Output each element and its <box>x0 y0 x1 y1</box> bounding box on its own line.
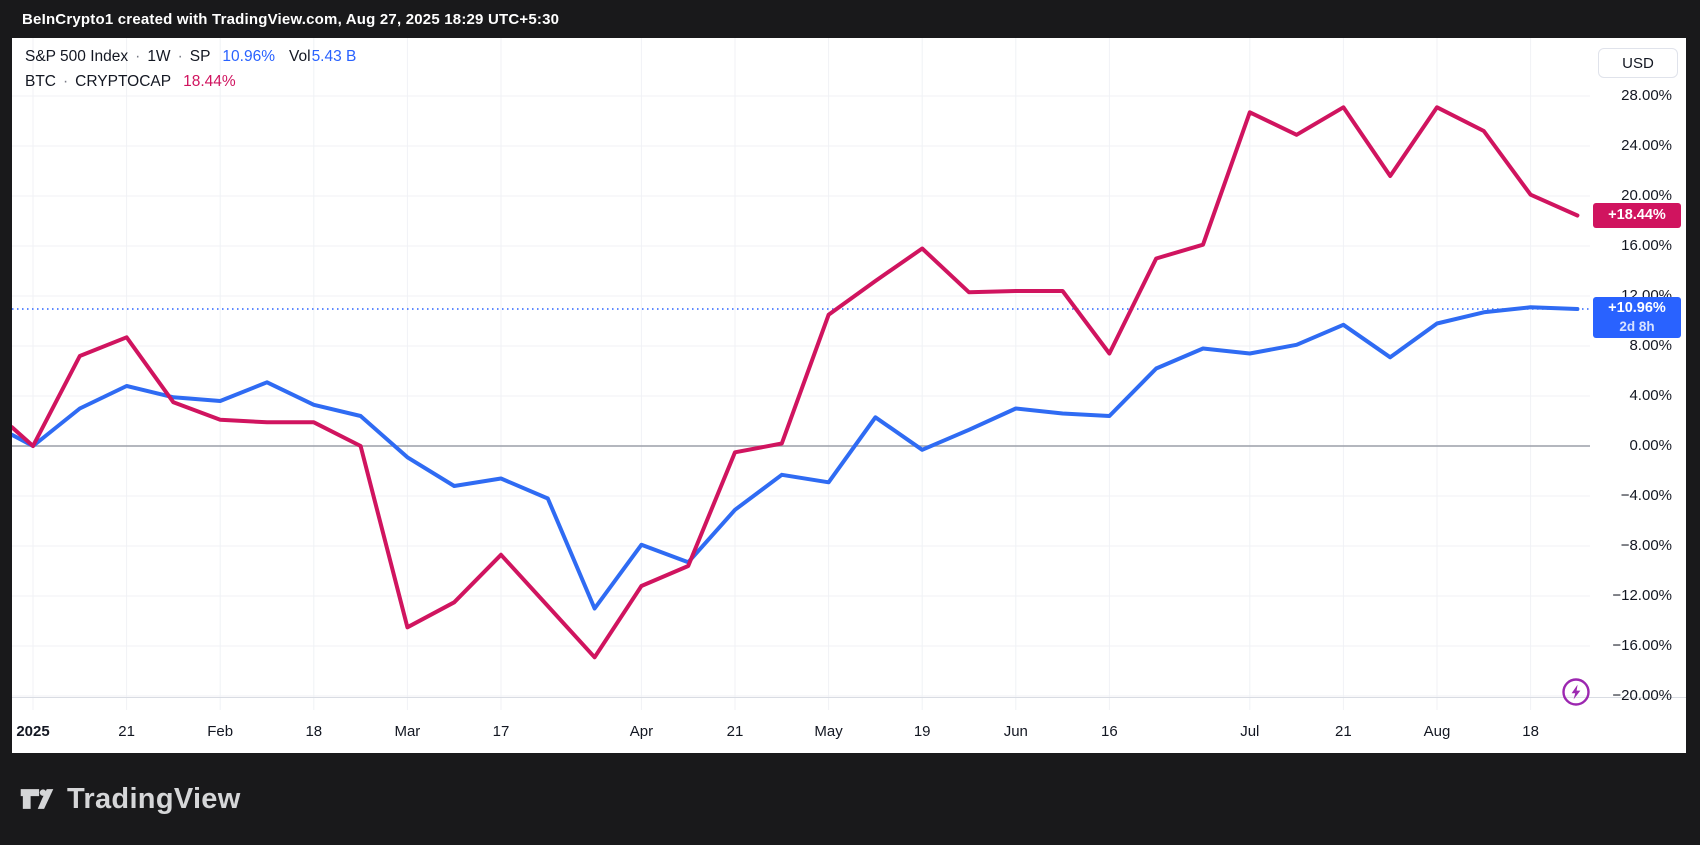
btc-price-badge-value: +18.44% <box>1608 207 1666 223</box>
tradingview-logo[interactable]: TradingView <box>20 783 241 816</box>
attribution-title: BeInCrypto1 created with TradingView.com… <box>22 10 560 28</box>
sp500-symbol-label: S&P 500 Index <box>25 48 129 65</box>
price-axis-label: −4.00% <box>1620 487 1672 504</box>
footer-bar: TradingView <box>0 753 1700 845</box>
price-axis-label: 24.00% <box>1621 137 1672 154</box>
price-axis-label: −8.00% <box>1620 537 1672 554</box>
price-axis-label: 20.00% <box>1621 187 1672 204</box>
sp500-exchange-label: SP <box>189 48 211 65</box>
attribution-bar: BeInCrypto1 created with TradingView.com… <box>0 0 1700 38</box>
price-axis-label: −20.00% <box>1612 687 1672 704</box>
sp500-change-value: 10.96% <box>222 48 275 65</box>
time-axis-label: 16 <box>1101 723 1118 740</box>
btc-symbol-label: BTC <box>25 73 56 90</box>
btc-line <box>12 105 1580 660</box>
sp500-bar-countdown: 2d 8h <box>1619 319 1655 334</box>
chart-panel: S&P 500 Index · 1W · SP 10.96% Vol 5.43 … <box>12 38 1686 753</box>
time-axis-label: 2025 <box>16 723 50 740</box>
time-axis-label: 21 <box>1335 723 1352 740</box>
sp500-line <box>12 305 1580 611</box>
time-axis-label: 21 <box>118 723 135 740</box>
sp500-volume-value: 5.43 B <box>311 48 357 65</box>
legend-row-sp500[interactable]: S&P 500 Index · 1W · SP 10.96% Vol 5.43 … <box>25 48 356 73</box>
time-axis-label: 18 <box>305 723 323 740</box>
time-axis-label: 21 <box>726 723 744 740</box>
sp500-interval-label: 1W <box>147 48 171 65</box>
sp500-volume-label: Vol <box>289 48 311 65</box>
currency-usd-label: USD <box>1622 54 1654 72</box>
price-axis-label: 16.00% <box>1621 237 1672 254</box>
sp500-price-badge-value: +10.96% <box>1608 300 1666 316</box>
time-axis-label: 19 <box>913 723 931 740</box>
tradingview-logo-text: TradingView <box>67 782 241 815</box>
currency-usd-button[interactable]: USD <box>1598 48 1678 78</box>
time-axis-label: 18 <box>1522 723 1539 740</box>
price-axis[interactable]: +18.44% +10.96% 2d 8h 28.00% 24.00% 20.00%… <box>1590 38 1686 704</box>
btc-change-value: 18.44% <box>183 73 236 90</box>
btc-exchange-label: CRYPTOCAP <box>75 73 172 90</box>
time-axis-label: Mar <box>394 723 421 740</box>
sp500-price-badge: +10.96% 2d 8h <box>1593 297 1681 338</box>
time-axis-label: Aug <box>1423 723 1451 740</box>
legend-separator: · <box>177 48 183 65</box>
price-axis-label: −12.00% <box>1612 587 1672 604</box>
price-axis-label: 8.00% <box>1629 337 1672 354</box>
time-axis-label: Feb <box>207 723 234 740</box>
time-axis-label: Jun <box>1003 723 1028 740</box>
time-axis[interactable]: 2025 21 Feb 18 Mar 17 Apr 21 May 19 Jun 16 Jul 21 Aug 1… <box>12 697 1686 753</box>
legend-separator: · <box>135 48 141 65</box>
legend: S&P 500 Index · 1W · SP 10.96% Vol 5.43 … <box>25 48 356 98</box>
tradingview-logo-mark-icon <box>20 789 54 809</box>
lightning-bolt-icon <box>1562 678 1590 706</box>
chart-canvas <box>12 38 1590 710</box>
price-axis-label: 28.00% <box>1621 87 1672 104</box>
chart-plot-area[interactable] <box>12 38 1590 697</box>
price-axis-label: 0.00% <box>1629 437 1672 454</box>
price-axis-label: −16.00% <box>1612 637 1672 654</box>
time-axis-label: Apr <box>629 723 654 740</box>
time-axis-label: May <box>814 723 843 740</box>
price-axis-label: 4.00% <box>1629 387 1672 404</box>
btc-price-badge: +18.44% <box>1593 203 1681 228</box>
flash-button[interactable] <box>1561 677 1591 707</box>
time-axis-label: 17 <box>492 723 510 740</box>
legend-row-btc[interactable]: BTC · CRYPTOCAP 18.44% <box>25 73 356 98</box>
legend-separator: · <box>63 73 69 90</box>
time-axis-label: Jul <box>1240 723 1260 740</box>
